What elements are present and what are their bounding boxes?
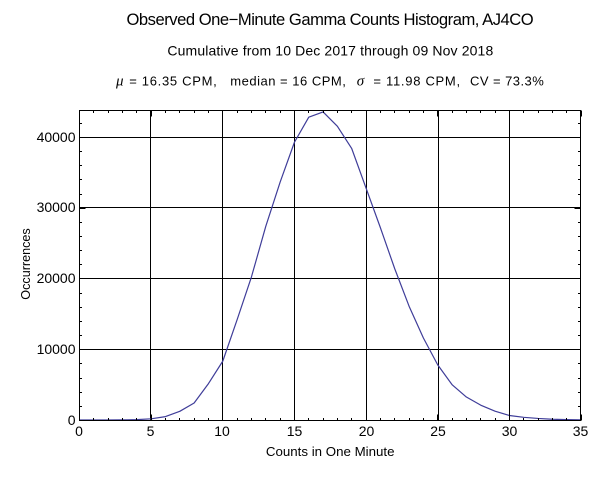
- svg-text:40000: 40000: [37, 129, 76, 145]
- svg-text:0: 0: [68, 412, 76, 428]
- svg-text:median = 16 CPM,: median = 16 CPM,: [230, 74, 346, 89]
- svg-text:35: 35: [573, 423, 589, 439]
- svg-text:Counts in One Minute: Counts in One Minute: [266, 444, 395, 459]
- svg-text:10: 10: [214, 423, 230, 439]
- svg-text:σ= 11.98 CPM,: σ = 11.98 CPM,: [357, 74, 461, 90]
- svg-text:30000: 30000: [37, 199, 76, 215]
- svg-text:20000: 20000: [37, 270, 76, 286]
- svg-text:5: 5: [147, 423, 155, 439]
- svg-text:0: 0: [75, 423, 83, 439]
- svg-text:10000: 10000: [37, 341, 76, 357]
- svg-text:15: 15: [287, 423, 303, 439]
- svg-text:30: 30: [502, 423, 518, 439]
- svg-text:25: 25: [430, 423, 446, 439]
- svg-text:CV = 73.3%: CV = 73.3%: [470, 74, 544, 89]
- svg-text:Cumulative from 10 Dec 2017 th: Cumulative from 10 Dec 2017 through 09 N…: [167, 43, 493, 59]
- svg-text:Observed One−Minute Gamma Coun: Observed One−Minute Gamma Counts Histogr…: [127, 10, 534, 29]
- svg-text:μ= 16.35 CPM,: μ = 16.35 CPM,: [115, 74, 217, 90]
- svg-text:20: 20: [359, 423, 375, 439]
- svg-text:Occurrences: Occurrences: [19, 228, 33, 299]
